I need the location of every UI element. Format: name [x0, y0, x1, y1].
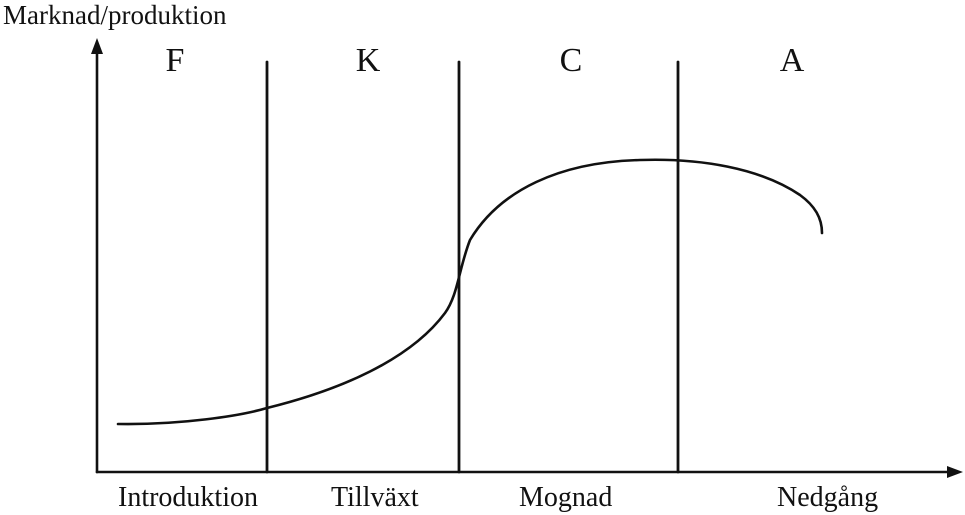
stage-label-3: Mognad — [519, 482, 612, 513]
phase-letter-1: F — [166, 42, 185, 79]
phase-letter-2: K — [356, 42, 381, 79]
life-cycle-curve — [116, 158, 824, 426]
y-axis-arrowhead — [91, 38, 103, 54]
phase-letter-3: C — [560, 42, 583, 79]
y-axis-label: Marknad/produktion — [3, 0, 227, 30]
stage-label-4: Nedgång — [777, 482, 878, 513]
stage-label-1: Introduktion — [118, 482, 258, 513]
x-axis-arrowhead — [947, 466, 963, 478]
stage-label-2: Tillväxt — [331, 482, 419, 513]
phase-letter-4: A — [780, 42, 805, 79]
